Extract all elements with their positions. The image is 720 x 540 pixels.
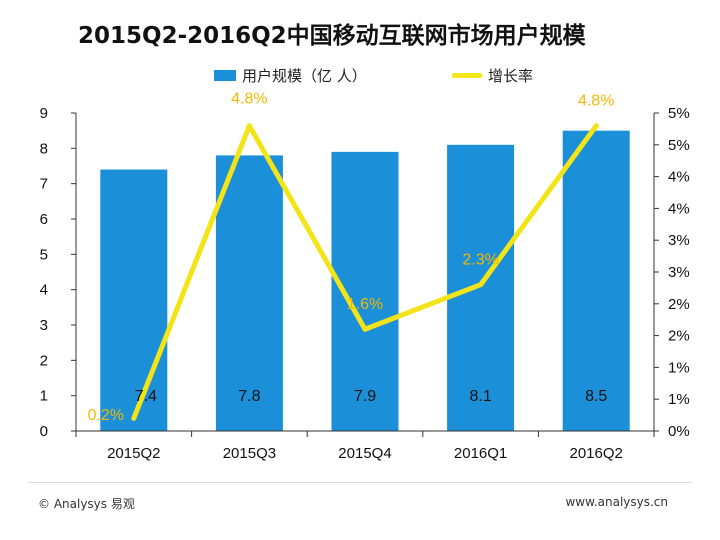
growth-value-label: 4.8% <box>231 91 267 108</box>
growth-point <box>593 123 599 129</box>
bar-value-label: 7.4 <box>135 388 157 405</box>
footer-url: www.analysys.cn <box>565 495 668 509</box>
bar-value-label: 8.1 <box>469 388 491 405</box>
growth-value-label: 4.8% <box>578 93 614 110</box>
left-tick-label: 2 <box>40 352 48 369</box>
growth-point <box>131 415 137 421</box>
left-tick-label: 5 <box>40 246 48 263</box>
chart-title: 2015Q2-2016Q2中国移动互联网市场用户规模 <box>78 23 586 49</box>
left-tick-label: 0 <box>40 423 48 440</box>
right-tick-label: 4% <box>668 200 690 217</box>
right-tick-label: 3% <box>668 232 690 249</box>
bar-value-label: 8.5 <box>585 388 607 405</box>
left-tick-label: 9 <box>40 105 48 122</box>
x-tick-label: 2016Q1 <box>454 445 507 462</box>
right-tick-label: 5% <box>668 105 690 122</box>
left-tick-label: 7 <box>40 176 48 193</box>
right-tick-label: 2% <box>668 328 690 345</box>
legend-item-growth: 增长率 <box>452 62 533 88</box>
bar-2016Q1 <box>447 144 515 432</box>
growth-point <box>362 326 368 332</box>
x-tick-label: 2015Q4 <box>338 445 391 462</box>
bar-value-label: 7.9 <box>354 388 376 405</box>
bar-2015Q2 <box>100 169 168 432</box>
legend-swatch-bar <box>214 69 236 81</box>
growth-point <box>246 123 252 129</box>
right-tick-label: 0% <box>668 423 690 440</box>
growth-value-label: 1.6% <box>347 296 383 313</box>
growth-point <box>478 282 484 288</box>
left-tick-label: 4 <box>40 282 48 299</box>
x-tick-label: 2015Q2 <box>107 445 160 462</box>
legend-item-users: 用户规模（亿 人） <box>214 62 367 88</box>
legend-label-growth: 增长率 <box>488 66 534 85</box>
right-tick-label: 5% <box>668 137 690 154</box>
right-tick-label: 4% <box>668 169 690 186</box>
x-tick-label: 2015Q3 <box>223 445 276 462</box>
right-tick-label: 1% <box>668 359 690 376</box>
right-tick-label: 2% <box>668 296 690 313</box>
bar-2015Q3 <box>215 155 283 431</box>
left-tick-label: 3 <box>40 317 48 334</box>
growth-value-label: 0.2% <box>88 407 124 424</box>
growth-value-label: 2.3% <box>462 252 498 269</box>
bar-2016Q2 <box>562 130 630 431</box>
x-tick-label: 2016Q2 <box>570 445 623 462</box>
left-tick-label: 6 <box>40 211 48 228</box>
bar-value-label: 7.8 <box>238 388 260 405</box>
footer-divider <box>28 482 692 483</box>
right-tick-label: 3% <box>668 264 690 281</box>
left-tick-label: 1 <box>40 388 48 405</box>
right-tick-label: 1% <box>668 391 690 408</box>
footer-source: © Analysys 易观 <box>38 497 135 511</box>
left-tick-label: 8 <box>40 140 48 157</box>
legend-label-users: 用户规模（亿 人） <box>242 66 367 85</box>
legend-swatch-line <box>452 72 482 78</box>
